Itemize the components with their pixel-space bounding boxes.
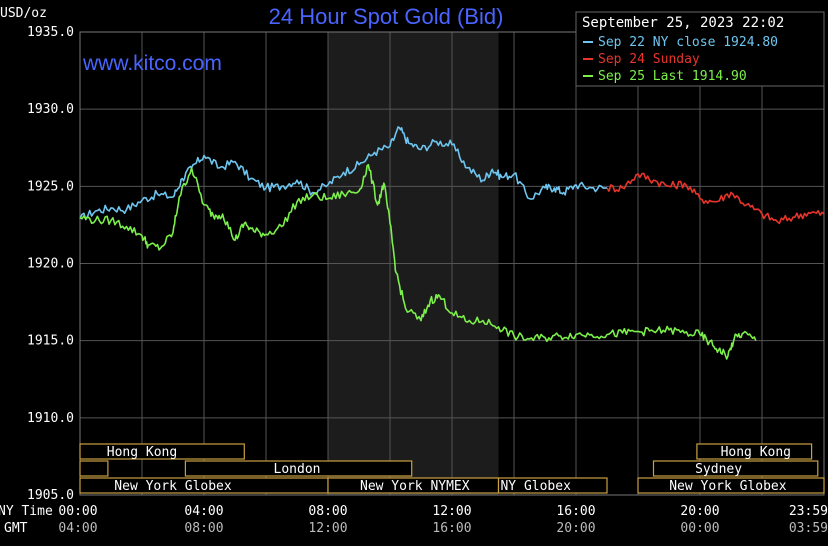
session-label: New York NYMEX xyxy=(360,479,470,494)
legend-entry-sep22: Sep 22 NY close 1924.80 xyxy=(598,35,778,50)
x-tick-label-ny: 23:59 xyxy=(789,504,828,519)
y-tick-label: 1905.0 xyxy=(27,488,74,503)
series-line-0 xyxy=(79,126,608,221)
session-bar-box xyxy=(652,460,819,477)
plot-frame xyxy=(79,31,825,496)
x-tick-label-ny: 12:00 xyxy=(432,504,471,519)
series-line-1 xyxy=(606,172,825,225)
x-tick-label-gmt: 08:00 xyxy=(184,521,223,536)
axis-layer: 1905.0 1910.0 1915.0 1920.0 1925.0 1930.0 1935… xyxy=(27,25,828,536)
x-tick-label-gmt: 04:00 xyxy=(58,521,97,536)
session-label: Sydney xyxy=(695,462,742,477)
watermark: www.kitco.com xyxy=(82,52,222,75)
series-line-2 xyxy=(79,163,757,360)
series-layer xyxy=(79,126,825,360)
session-label: Hong Kong xyxy=(721,445,791,460)
session-bar: NY Globex xyxy=(497,477,608,494)
session-bar: New York Globex xyxy=(637,477,825,494)
chart-title: 24 Hour Spot Gold (Bid) xyxy=(269,4,504,29)
session-bar: New York Globex xyxy=(79,477,329,494)
grid-layer xyxy=(79,31,825,496)
session-bar xyxy=(79,460,109,477)
y-tick-label: 1915.0 xyxy=(27,334,74,349)
session-bar-box xyxy=(637,477,825,494)
y-tick-label: 1930.0 xyxy=(27,102,74,117)
session-bar: London xyxy=(184,460,413,477)
session-label: New York Globex xyxy=(669,479,787,494)
session-label: London xyxy=(274,462,321,477)
session-bar-box xyxy=(497,477,608,494)
x-tick-label-gmt: 03:59 xyxy=(789,521,828,536)
x-tick-label-gmt: 00:00 xyxy=(680,521,719,536)
x-tick-label-gmt: 12:00 xyxy=(308,521,347,536)
x-tick-label-gmt: 16:00 xyxy=(432,521,471,536)
legend-box xyxy=(575,11,825,87)
session-bar: Hong Kong xyxy=(79,443,245,460)
session-bar-box xyxy=(184,460,413,477)
session-bar-box xyxy=(696,443,813,460)
x-axis-label-gmt: GMT xyxy=(4,521,28,536)
x-tick-label-ny: 00:00 xyxy=(58,504,97,519)
x-tick-label-ny: 04:00 xyxy=(184,504,223,519)
session-bar-box xyxy=(79,460,109,477)
session-label: Hong Kong xyxy=(107,445,177,460)
x-tick-label-gmt: 20:00 xyxy=(556,521,595,536)
y-tick-label: 1920.0 xyxy=(27,257,74,272)
y-tick-label: 1935.0 xyxy=(27,25,74,40)
session-bar: Sydney xyxy=(652,460,819,477)
y-tick-label: 1925.0 xyxy=(27,179,74,194)
legend: September 25, 2023 22:02 Sep 22 NY close… xyxy=(575,11,825,87)
session-label: New York Globex xyxy=(114,479,232,494)
session-bar-box xyxy=(79,443,245,460)
y-axis-unit-label: USD/oz xyxy=(0,6,47,21)
legend-timestamp: September 25, 2023 22:02 xyxy=(582,15,784,31)
x-axis-label-ny: NY Time xyxy=(0,504,53,519)
session-label: NY Globex xyxy=(500,479,571,494)
y-tick-label: 1910.0 xyxy=(27,411,74,426)
x-tick-label-ny: 20:00 xyxy=(680,504,719,519)
legend-entry-sep24: Sep 24 Sunday xyxy=(598,52,700,67)
session-layer: Hong Kong London New York Globex New York N… xyxy=(79,443,825,494)
session-bar: New York NYMEX xyxy=(327,477,500,494)
session-bar: Hong Kong xyxy=(696,443,813,460)
x-tick-label-ny: 16:00 xyxy=(556,504,595,519)
legend-entry-sep25: Sep 25 Last 1914.90 xyxy=(598,69,747,84)
x-tick-label-ny: 08:00 xyxy=(308,504,347,519)
